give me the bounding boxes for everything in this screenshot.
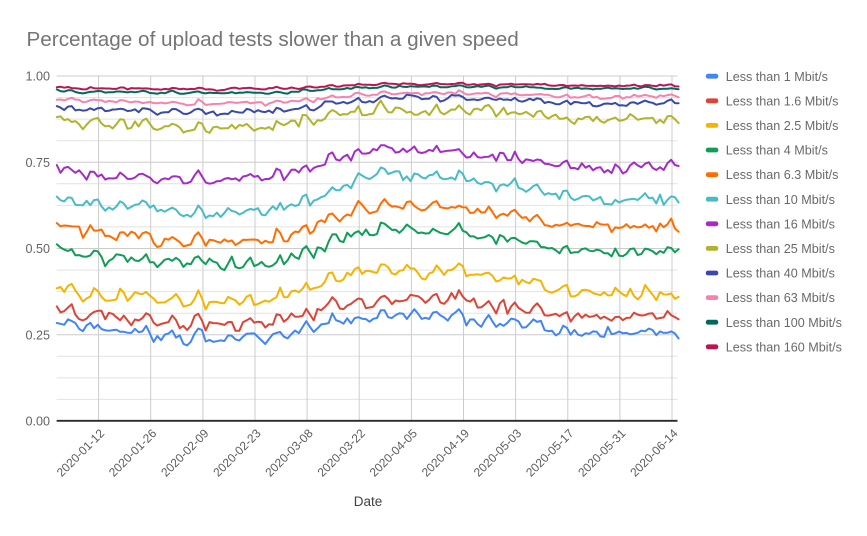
svg-text:Less than 25 Mbit/s: Less than 25 Mbit/s	[726, 242, 835, 256]
svg-text:1.00: 1.00	[25, 70, 50, 84]
svg-text:Less than 4 Mbit/s: Less than 4 Mbit/s	[726, 144, 828, 158]
svg-text:Less than 63 Mbit/s: Less than 63 Mbit/s	[726, 291, 835, 305]
svg-text:Less than 1.6 Mbit/s: Less than 1.6 Mbit/s	[726, 94, 839, 108]
svg-text:Date: Date	[354, 494, 383, 509]
svg-text:0.25: 0.25	[25, 328, 50, 342]
svg-text:0.00: 0.00	[25, 415, 50, 429]
svg-text:Less than 10 Mbit/s: Less than 10 Mbit/s	[726, 193, 835, 207]
svg-text:Less than 160 Mbit/s: Less than 160 Mbit/s	[726, 340, 842, 354]
svg-text:Percentage of upload tests slo: Percentage of upload tests slower than a…	[27, 28, 519, 51]
svg-text:Less than 6.3 Mbit/s: Less than 6.3 Mbit/s	[726, 168, 839, 182]
svg-text:0.75: 0.75	[25, 156, 50, 170]
svg-text:0.50: 0.50	[25, 242, 50, 256]
svg-text:Less than 2.5 Mbit/s: Less than 2.5 Mbit/s	[726, 119, 839, 133]
svg-text:Less than 100 Mbit/s: Less than 100 Mbit/s	[726, 316, 842, 330]
svg-text:Less than 16 Mbit/s: Less than 16 Mbit/s	[726, 217, 835, 231]
svg-text:Less than 1 Mbit/s: Less than 1 Mbit/s	[726, 70, 828, 84]
svg-text:Less than 40 Mbit/s: Less than 40 Mbit/s	[726, 267, 835, 281]
